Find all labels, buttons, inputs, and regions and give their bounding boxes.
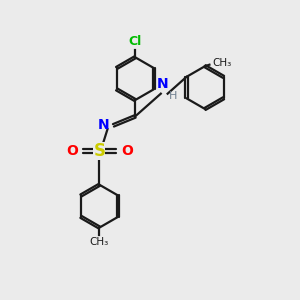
Text: H: H bbox=[169, 91, 177, 101]
Text: S: S bbox=[94, 142, 106, 160]
Text: CH₃: CH₃ bbox=[212, 58, 232, 68]
Text: N: N bbox=[98, 118, 110, 132]
Text: O: O bbox=[121, 144, 133, 158]
Text: O: O bbox=[66, 144, 78, 158]
Text: N: N bbox=[157, 77, 168, 91]
Text: CH₃: CH₃ bbox=[90, 237, 109, 247]
Text: Cl: Cl bbox=[128, 35, 142, 48]
